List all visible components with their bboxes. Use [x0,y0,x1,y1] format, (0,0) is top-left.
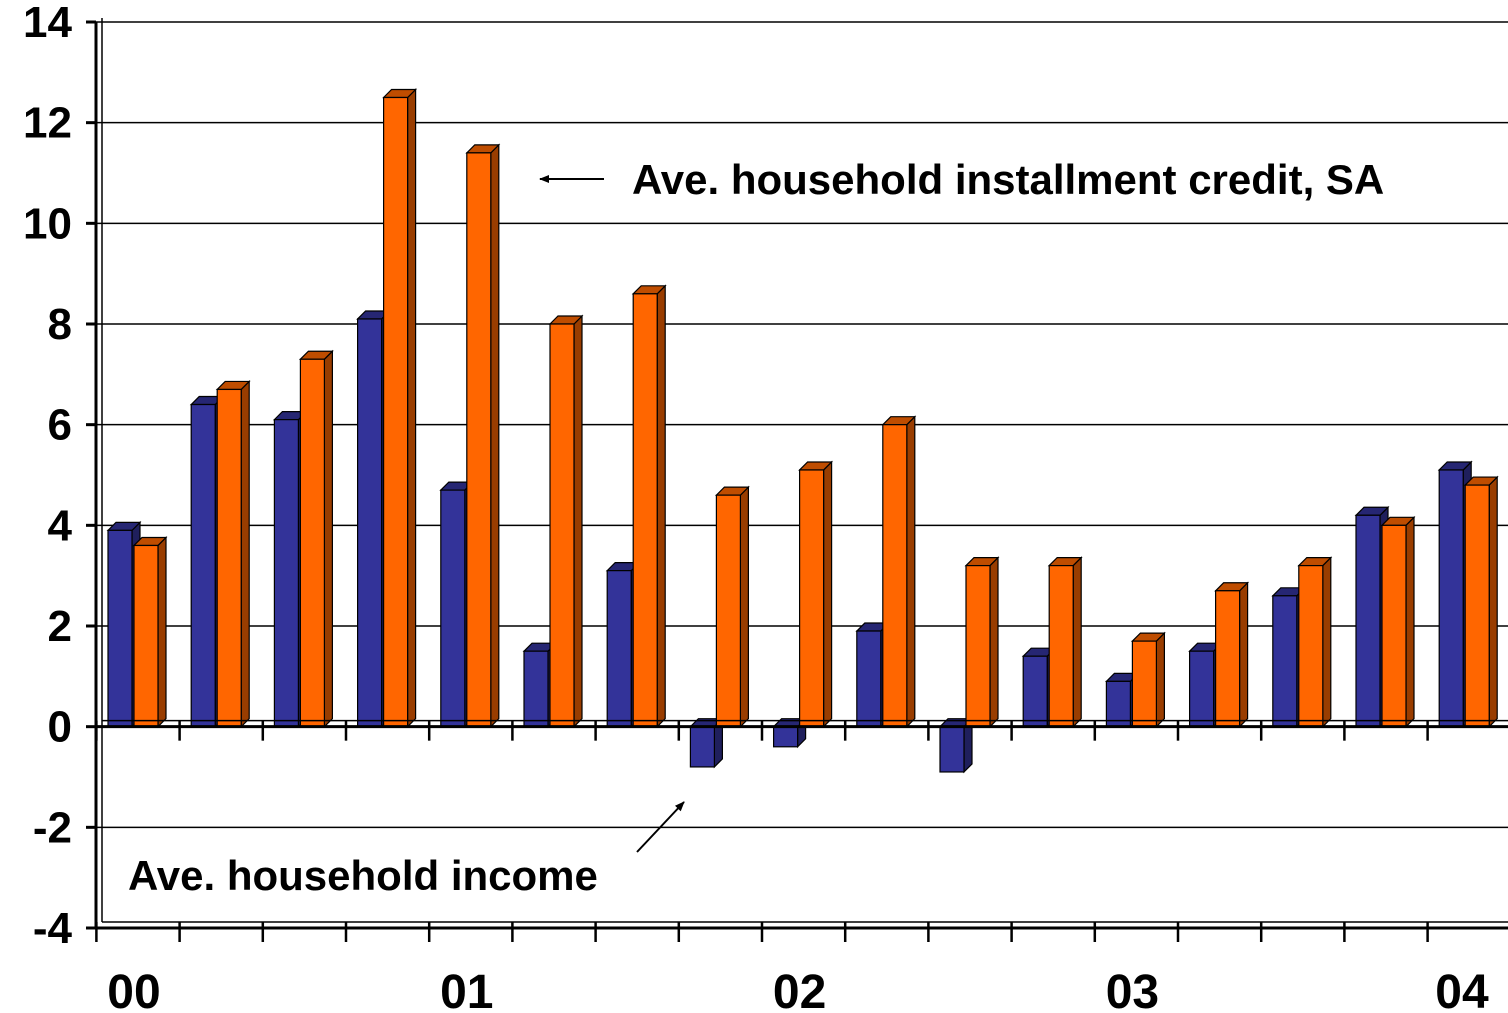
bar [1104,671,1140,729]
bar [631,284,667,729]
y-tick-label: 8 [48,300,72,349]
bar [964,556,1000,729]
bar [1463,475,1499,729]
y-tick-label: -2 [33,803,72,852]
bar [215,379,251,729]
x-tick-label: 01 [440,966,493,1013]
bar [548,314,584,729]
x-tick-label: 00 [107,966,160,1013]
bar [298,349,334,729]
bar [1214,581,1250,729]
bars [106,88,1499,774]
axes [86,18,1508,942]
credit-annotation: Ave. household installment credit, SA [632,156,1384,203]
bar [132,536,168,729]
bar [881,415,917,729]
bar [465,143,501,729]
bar [382,88,418,729]
tick-labels: 14 12 10 8 6 4 2 0 -2 -4 00 01 02 03 04 [23,0,1489,1013]
bar [688,717,724,769]
bar [1047,556,1083,729]
y-tick-label: 14 [23,0,72,47]
y-tick-label: 0 [48,703,72,752]
income-annotation: Ave. household income [128,852,598,899]
y-tick-label: 2 [48,602,72,651]
bar [1380,515,1416,729]
y-tick-label: -4 [33,904,73,953]
x-tick-label: 02 [773,966,826,1013]
income-annotation-arrow [636,801,685,853]
bar [798,460,834,729]
y-tick-label: 4 [48,501,73,550]
x-tick-label: 04 [1435,966,1489,1013]
y-tick-label: 6 [48,401,72,450]
y-tick-label: 10 [23,199,72,248]
x-tick-label: 03 [1106,966,1159,1013]
bar [714,485,750,729]
y-tick-label: 12 [23,99,72,148]
bar [1297,556,1333,729]
bar [1130,631,1166,729]
